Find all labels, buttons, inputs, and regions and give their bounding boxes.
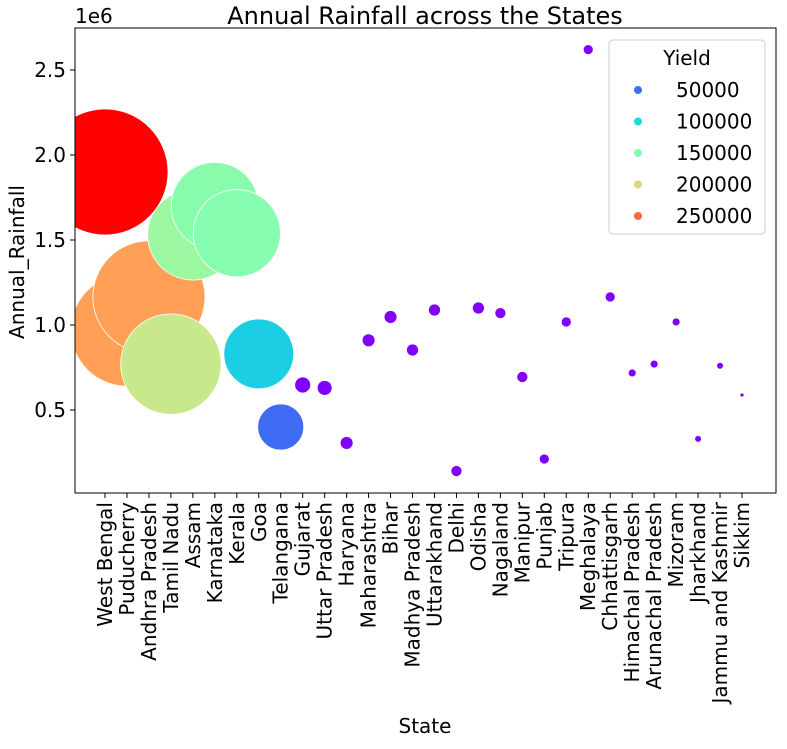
legend-marker <box>634 212 642 220</box>
y-axis-label: Annual_Rainfall <box>5 185 29 339</box>
bubble-nagaland <box>494 307 507 320</box>
bubble-odisha <box>471 301 485 315</box>
legend-marker <box>634 86 642 94</box>
y-ticks: 0.5 1.0 1.5 2.0 2.5 <box>34 58 75 422</box>
x-tick-label: Sikkim <box>730 502 754 568</box>
bubble-himachal-pradesh <box>627 368 637 378</box>
bubble-uttarakhand <box>428 303 441 317</box>
bubble-sikkim <box>739 392 745 398</box>
legend-label: 200000 <box>676 173 752 197</box>
bubble-maharashtra <box>361 333 376 348</box>
x-tick-label: Puducherry <box>115 502 139 616</box>
plot-frame <box>74 27 777 494</box>
legend-marker <box>634 149 642 157</box>
bubble-mizoram <box>671 317 681 327</box>
x-tick-label: Delhi <box>444 502 468 554</box>
x-tick-label: Tripura <box>554 502 578 572</box>
x-tick-label: Goa <box>247 502 271 542</box>
legend-title: Yield <box>662 46 711 70</box>
x-tick-label: Madhya Pradesh <box>401 502 425 668</box>
legend-label: 100000 <box>676 110 752 134</box>
legend-box <box>608 39 766 235</box>
x-tick-label: Haryana <box>335 502 359 587</box>
bubble-tamil-nadu <box>120 313 222 415</box>
y-offset-label: 1e6 <box>75 4 113 28</box>
bubble-delhi <box>450 465 463 477</box>
x-tick-label: Tamil Nadu <box>159 502 183 614</box>
x-tick-label: Punjab <box>532 502 556 570</box>
x-tick-label: Jammu and Kashmir <box>708 501 732 705</box>
x-tick-label: Himachal Pradesh <box>620 502 644 682</box>
x-tick-label: Karnataka <box>203 502 227 603</box>
x-tick-label: Meghalaya <box>576 502 600 611</box>
x-tick-label: Gujarat <box>291 502 315 576</box>
x-tick-label: Andhra Pradesh <box>137 502 161 661</box>
x-tick-label: Assam <box>181 502 205 568</box>
bubble-gujarat <box>294 376 312 394</box>
x-tick-label: Nagaland <box>488 502 512 597</box>
chart-title: Annual Rainfall across the States <box>227 2 623 30</box>
bubble-arunachal-pradesh <box>649 359 659 369</box>
bubble-haryana <box>339 436 354 450</box>
x-tick-label: Odisha <box>466 502 490 571</box>
bubbles-layer <box>75 44 745 477</box>
x-tick-label: Manipur <box>510 501 534 583</box>
bubble-madhya-pradesh <box>406 343 419 357</box>
bubble-chhattisgarh <box>604 291 616 303</box>
x-tick-label: West Bengal <box>93 502 117 627</box>
x-axis-label: State <box>399 714 452 738</box>
y-tick-label: 2.0 <box>34 143 66 167</box>
x-tick-label: Uttarakhand <box>422 502 446 627</box>
x-tick-label: Jharkhand <box>686 502 710 605</box>
bubble-jammu-and-kashmir <box>716 361 724 370</box>
x-tick-label: Mizoram <box>664 502 688 588</box>
bubble-tripura <box>560 316 572 328</box>
y-tick-label: 0.5 <box>34 398 66 422</box>
bubble-bihar <box>383 310 398 324</box>
legend-label: 50000 <box>676 78 740 102</box>
legend-label: 250000 <box>676 204 752 228</box>
bubble-jharkhand <box>694 435 702 443</box>
x-tick-label: Chhattisgarh <box>598 502 622 631</box>
legend-label: 150000 <box>676 141 752 165</box>
x-tick-label: Bihar <box>379 501 403 554</box>
x-tick-label: Kerala <box>225 502 249 565</box>
x-tick-label: Telangana <box>269 502 293 605</box>
legend-marker <box>634 117 642 126</box>
y-tick-label: 1.0 <box>34 313 66 337</box>
x-tick-label: Maharashtra <box>357 502 381 628</box>
bubble-goa <box>223 318 295 390</box>
bubble-punjab <box>538 453 550 465</box>
bubble-kerala <box>192 189 281 278</box>
x-tick-label: Arunachal Pradesh <box>642 502 666 690</box>
bubble-uttar-pradesh <box>316 380 333 396</box>
bubble-west-bengal <box>75 108 169 236</box>
bubble-manipur <box>516 371 529 383</box>
y-tick-label: 1.5 <box>34 228 66 252</box>
legend: Yield 50000 100000 150000 200000 250000 <box>608 39 766 235</box>
legend-marker <box>634 180 642 189</box>
x-tick-label: Uttar Pradesh <box>313 502 337 639</box>
y-tick-label: 2.5 <box>34 58 66 82</box>
bubble-meghalaya <box>582 44 594 56</box>
bubble-telangana <box>257 403 305 451</box>
